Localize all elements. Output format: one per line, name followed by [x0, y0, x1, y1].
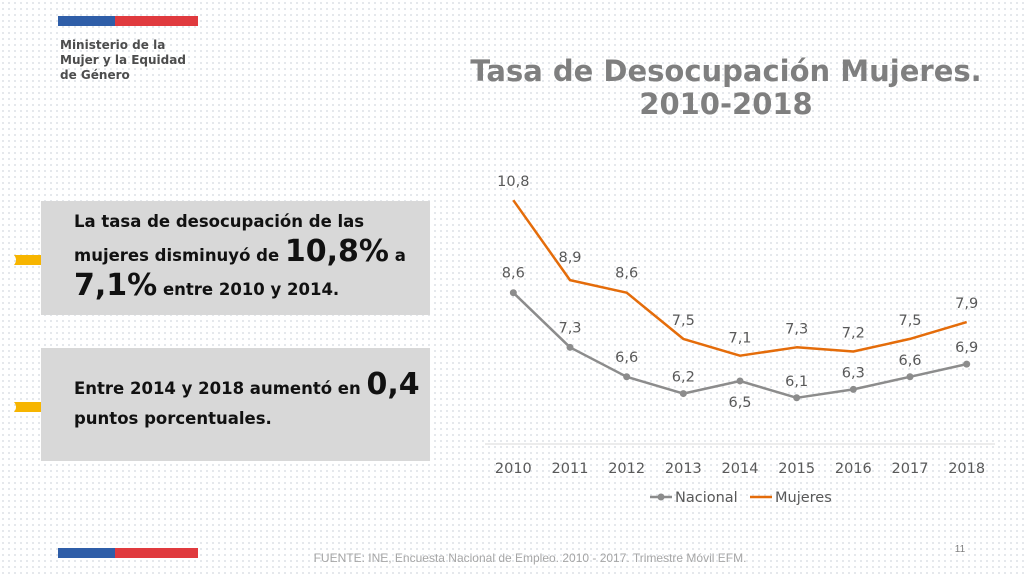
- callout-1-value-end: 7,1%: [74, 268, 158, 303]
- callout-1-text: La tasa de desocupación de las mujeres d…: [74, 212, 365, 265]
- data-point-nacional: [679, 390, 687, 398]
- data-point-nacional: [793, 394, 801, 402]
- slide-title-line-2: 2010-2018: [639, 87, 813, 121]
- data-point-nacional: [566, 343, 574, 351]
- x-tick-label: 2015: [778, 461, 815, 477]
- source-footnote: FUENTE: INE, Encuesta Nacional de Empleo…: [313, 551, 747, 565]
- data-label-nacional: 6,3: [842, 365, 865, 381]
- data-point-nacional: [849, 385, 857, 393]
- data-label-nacional: 6,5: [728, 395, 751, 411]
- data-label-nacional: 8,6: [502, 266, 525, 282]
- x-tick-label: 2014: [722, 461, 759, 477]
- data-label-nacional: 6,2: [672, 370, 695, 386]
- data-point-nacional: [906, 373, 914, 381]
- callout-2-value: 0,4: [366, 367, 420, 402]
- ministry-logo-text: Ministerio de la Mujer y la Equidad de G…: [60, 38, 230, 83]
- data-label-mujeres: 7,5: [898, 313, 921, 329]
- x-tick-label: 2017: [892, 461, 929, 477]
- callout-1-connector: a: [388, 246, 406, 265]
- callout-1-value-start: 10,8%: [284, 234, 389, 269]
- data-label-nacional: 6,9: [955, 340, 978, 356]
- data-label-nacional: 6,1: [785, 374, 808, 390]
- ministry-line-2: Mujer y la Equidad: [60, 53, 186, 67]
- series-line-mujeres: [512, 199, 968, 357]
- x-tick-label: 2012: [608, 461, 645, 477]
- data-label-nacional: 7,3: [558, 320, 581, 336]
- page-number: 11: [954, 544, 966, 555]
- data-label-nacional: 6,6: [898, 353, 921, 369]
- x-tick-label: 2016: [835, 461, 872, 477]
- x-tick-label: 2011: [552, 461, 589, 477]
- data-label-mujeres: 7,9: [955, 296, 978, 312]
- data-point-nacional: [509, 289, 517, 297]
- data-label-nacional: 6,6: [615, 350, 638, 366]
- data-label-mujeres: 7,5: [672, 313, 695, 329]
- ministry-line-3: de Género: [60, 68, 130, 82]
- flag-stripe-top: [58, 16, 198, 26]
- x-tick-label: 2013: [665, 461, 702, 477]
- flag-stripe-bottom: [58, 548, 198, 558]
- legend-label-nacional: Nacional: [675, 490, 738, 506]
- callout-2-suffix: puntos porcentuales.: [74, 409, 272, 428]
- legend-label-mujeres: Mujeres: [775, 490, 832, 506]
- callout-1-period: entre 2010 y 2014.: [157, 280, 340, 299]
- x-tick-label: 2018: [948, 461, 985, 477]
- unemployment-line-chart: 2010 2011 2012 2013 2014 2015 2016 2017 2018 8,6 7…: [485, 174, 995, 506]
- slide-title-line-1: Tasa de Desocupación Mujeres.: [470, 54, 982, 88]
- callout-2-text: Entre 2014 y 2018 aumentó en: [74, 379, 367, 398]
- legend-marker-nacional: [657, 493, 665, 501]
- data-point-nacional: [623, 373, 631, 381]
- slide-title: Tasa de Desocupación Mujeres. 2010-2018: [450, 55, 1002, 121]
- callout-box-increase: Entre 2014 y 2018 aumentó en 0,4 puntos …: [41, 348, 430, 461]
- ministry-line-1: Ministerio de la: [60, 38, 166, 52]
- data-label-mujeres: 8,6: [615, 266, 638, 282]
- data-label-mujeres: 10,8: [497, 174, 529, 190]
- callout-box-decrease: La tasa de desocupación de las mujeres d…: [41, 201, 430, 315]
- data-label-mujeres: 7,3: [785, 321, 808, 337]
- data-label-mujeres: 7,2: [842, 326, 865, 342]
- x-tick-label: 2010: [495, 461, 532, 477]
- data-label-mujeres: 8,9: [558, 250, 581, 266]
- data-label-mujeres: 7,1: [728, 331, 751, 347]
- data-point-nacional: [963, 360, 971, 368]
- data-point-nacional: [736, 377, 744, 385]
